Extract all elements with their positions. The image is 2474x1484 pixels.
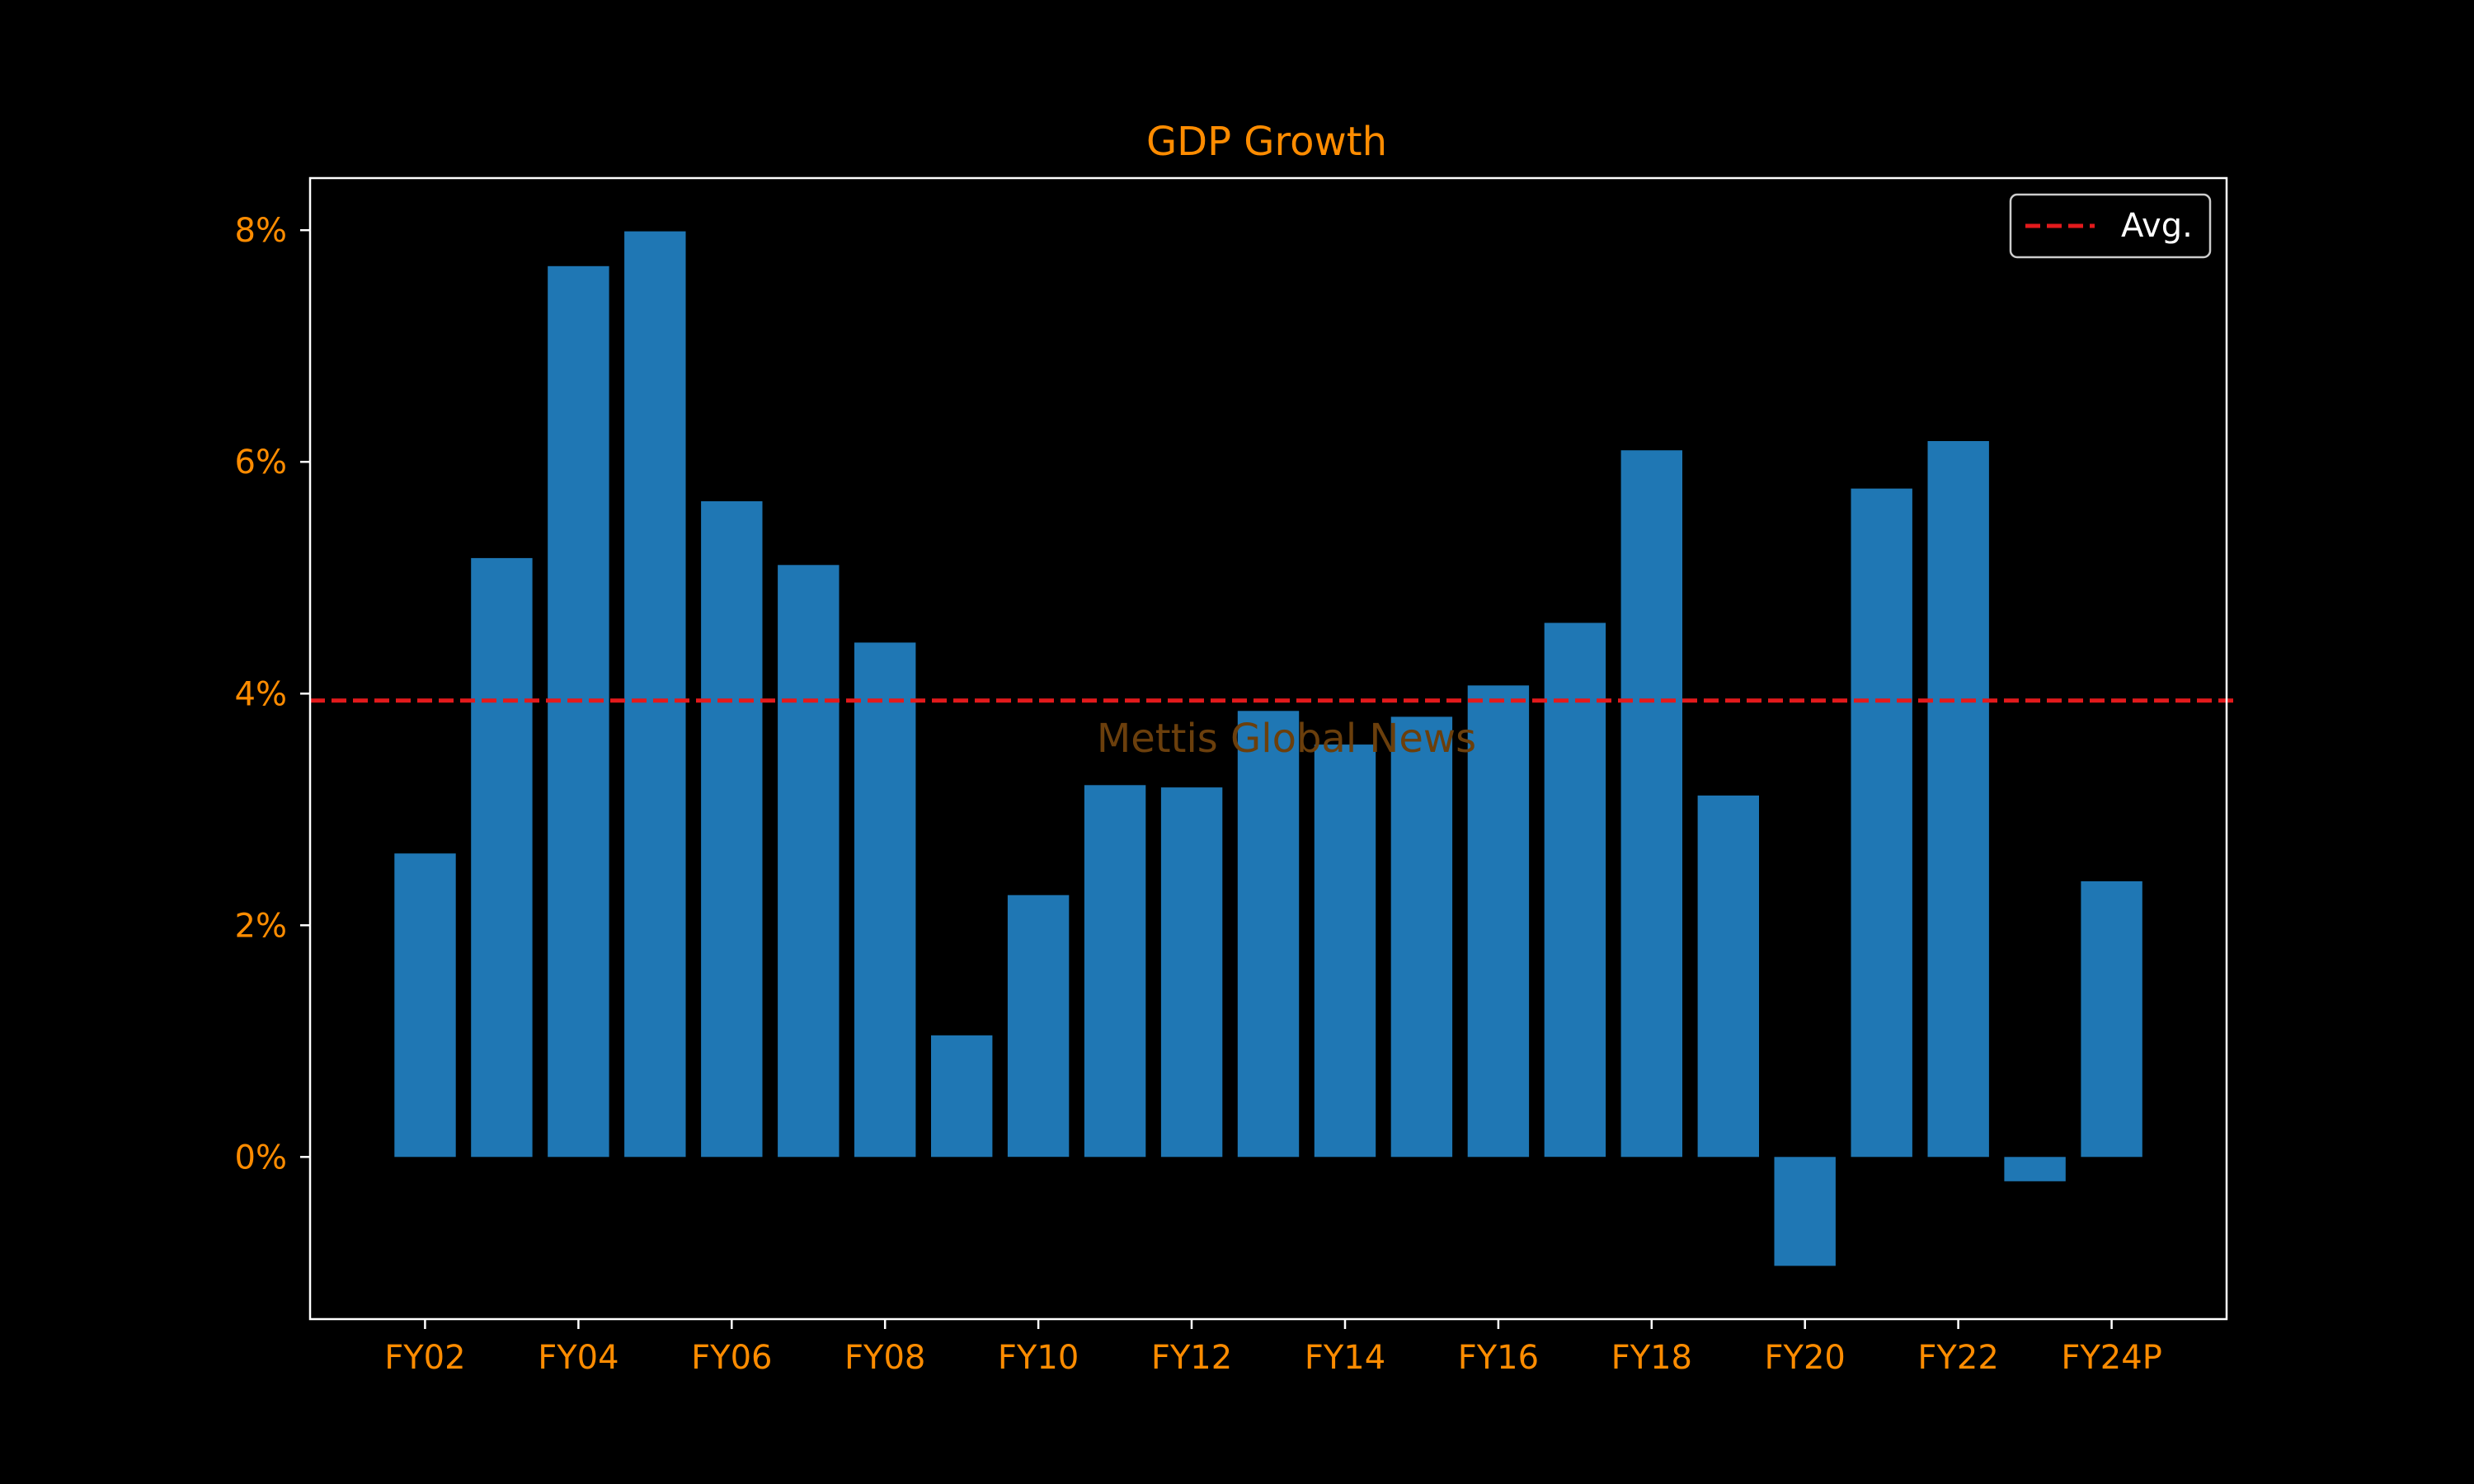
legend: Avg. (2009, 193, 2212, 259)
bar-fy02 (394, 853, 456, 1158)
bar-fy13 (1237, 711, 1300, 1158)
watermark-text: Mettis Global News (1097, 716, 1476, 762)
x-tick-label: FY22 (1917, 1339, 1998, 1377)
plot-frame (308, 176, 2228, 1321)
legend-avg-label: Avg. (2121, 207, 2193, 245)
bar-fy09 (931, 1035, 993, 1158)
bar-fy23 (2004, 1157, 2066, 1181)
x-tick-label: FY12 (1151, 1339, 1232, 1377)
bar-fy08 (854, 642, 916, 1158)
bar-fy15 (1390, 716, 1453, 1158)
y-tick-label: 4% (235, 675, 287, 713)
bar-fy05 (624, 231, 686, 1158)
bar-fy04 (548, 265, 609, 1158)
x-tick-label: FY06 (691, 1339, 772, 1377)
x-tick-label: FY20 (1765, 1339, 1846, 1377)
y-tick-label: 0% (235, 1139, 287, 1176)
bar-fy11 (1084, 785, 1146, 1158)
bar-fy14 (1314, 744, 1376, 1158)
bar-fy22 (1927, 441, 1989, 1158)
bar-fy03 (471, 557, 533, 1158)
x-tick-label: FY02 (384, 1339, 465, 1377)
bar-fy17 (1544, 622, 1606, 1158)
bar-fy21 (1851, 488, 1912, 1158)
bar-fy20 (1774, 1157, 1836, 1266)
x-tick-label: FY24P (2061, 1339, 2161, 1377)
bar-fy06 (701, 501, 763, 1158)
bar-fy19 (1697, 795, 1759, 1158)
x-tick-label: FY10 (998, 1339, 1079, 1377)
bar-fy24p (2081, 881, 2142, 1158)
x-tick-label: FY14 (1305, 1339, 1385, 1377)
bar-fy12 (1160, 787, 1223, 1158)
y-axis: 0% 2% 4% 6% 8% (235, 212, 310, 1176)
legend-box (2009, 193, 2212, 259)
y-tick-label: 2% (235, 907, 287, 945)
x-axis: FY02 FY04 FY06 FY08 FY10 FY12 FY14 FY16 FY18 FY20… (384, 1319, 2162, 1377)
y-tick-label: 8% (235, 212, 287, 250)
bar-fy18 (1620, 450, 1682, 1158)
x-tick-label: FY18 (1611, 1339, 1692, 1377)
bar-fy16 (1467, 685, 1530, 1158)
x-tick-label: FY16 (1458, 1339, 1539, 1377)
x-tick-label: FY04 (538, 1339, 618, 1377)
bar-fy07 (778, 565, 840, 1158)
bars (394, 231, 2142, 1266)
x-tick-label: FY08 (844, 1339, 925, 1377)
bar-fy10 (1007, 895, 1070, 1158)
chart-title: GDP Growth (1146, 119, 1387, 165)
y-tick-label: 6% (235, 444, 287, 481)
